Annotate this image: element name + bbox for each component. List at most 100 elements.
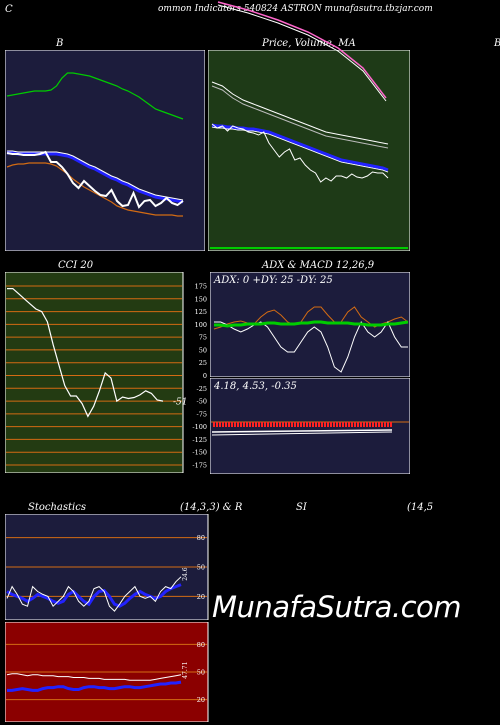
cci-tick-label: -25 [197,385,207,393]
price-panel [208,50,410,251]
rsi-params: (14,5 [407,502,434,513]
price-overflow-trend [217,1,387,102]
watermark: MunafaSutra.com [212,590,462,624]
price-bg [208,50,410,251]
macd-hist-bar [213,422,215,427]
macd-hist-bar [336,422,338,427]
macd-hist-bar [216,422,218,427]
macd-hist-bar [318,422,320,427]
macd-hist-bar [228,422,230,427]
stochastics-tick-label: 80 [197,534,205,542]
stochastics-last-value: 24.6 [182,567,189,581]
macd-hist-bar [381,422,383,427]
macd-line [211,429,393,433]
bb-ma-line [7,150,184,201]
macd-hist-bar [270,422,272,427]
pv-ma-line-1 [211,81,389,145]
macd-hist-bar [267,422,269,427]
macd-hist-bar [360,422,362,427]
rsi-tick-label: 20 [197,696,205,704]
macd-hist-bar [279,422,281,427]
bb-upper-line [6,72,184,120]
macd-hist-bar [345,422,347,427]
cci-tick-label: 150 [195,295,207,303]
macd-hist-bar [339,422,341,427]
cci-tick-label: 175 [195,283,207,291]
cci-panel: 175 150 125 100 75 50 25 0 -25 -50 -75 -100 -125 -150… [5,272,207,473]
stoch-title: Stochastics [28,502,86,513]
left-letter: C [5,4,13,15]
rsi-tick-label: 80 [197,641,205,649]
macd-hist-bar [378,422,380,427]
macd-hist-bar [288,422,290,427]
macd-hist-bar [372,422,374,427]
cci-tick-label: -75 [197,410,207,418]
macd-hist-bar [312,422,314,427]
stochastics-tick-label: 20 [197,593,205,601]
bollinger-title: B [56,38,64,49]
macd-hist-bar [309,422,311,427]
macd-hist-bar [237,422,239,427]
macd-hist-bar [246,422,248,427]
macd-hist-bar [261,422,263,427]
macd-hist-bar [273,422,275,427]
cci-last-value: -51 [173,398,188,408]
macd-hist-bar [387,422,389,427]
macd-hist-bar [243,422,245,427]
macd-hist-bar [333,422,335,427]
minus-dy-line [214,320,408,373]
macd-hist-bar [291,422,293,427]
cci-tick-label: -100 [192,423,207,431]
adx-title: ADX & MACD 12,26,9 [262,260,375,271]
cci-tick-label: -175 [192,462,207,470]
signal-line [211,431,393,436]
macd-hist-bar [225,422,227,427]
macd-hist-bar [306,422,308,427]
pv-ma-line-2 [211,85,389,149]
macd-hist-bar [303,422,305,427]
cci-tick-label: 100 [195,321,207,329]
rsi-last-value: 47.71 [182,662,189,679]
macd-hist-bar [234,422,236,427]
macd-hist-bar [324,422,326,427]
macd-hist-bar [390,422,392,427]
cci-tick-label: 125 [195,308,207,316]
macd-hist-bar [282,422,284,427]
macd-hist-bar [249,422,251,427]
macd-hist-bar [348,422,350,427]
rsi-panel: 80 50 20 47.71 [5,622,209,722]
macd-hist-bar [252,422,254,427]
bollinger-bg [5,50,205,251]
bb-lower-line [6,162,183,217]
macd-hist-bar [330,422,332,427]
macd-hist-bar [294,422,296,427]
macd-hist-bar [231,422,233,427]
rsi-blue-line [7,680,182,692]
cci-bg [5,272,184,473]
adx-line [214,320,409,328]
page-title: ommon Indicators 540824 ASTRON munafasut… [158,4,433,14]
cci-line [7,288,164,418]
macd-panel [210,378,410,474]
rsi-title: SI [296,502,307,513]
macd-values: 4.18, 4.53, -0.35 [214,381,297,392]
cci-tick-label: -150 [192,449,207,457]
macd-hist-bar [276,422,278,427]
macd-hist-bar [384,422,386,427]
adx-values: ADX: 0 +DY: 25 -DY: 25 [214,275,333,286]
bb-price-line [6,150,184,209]
macd-hist-bar [222,422,224,427]
cci-tick-label: 0 [203,372,207,380]
cci-tick-label: -125 [192,436,207,444]
cci-tick-label: 75 [199,334,207,342]
macd-hist-bar [300,422,302,427]
cci-title: CCI 20 [58,260,94,271]
pv-price-line [211,123,389,183]
stochastics-blue-line [6,583,182,608]
bollinger-panel [5,50,205,251]
adx-panel [210,272,410,377]
macd-hist-bar [297,422,299,427]
stochastics-white-line [6,576,182,612]
macd-hist-bar [366,422,368,427]
cci-tick-label: 50 [199,346,207,354]
